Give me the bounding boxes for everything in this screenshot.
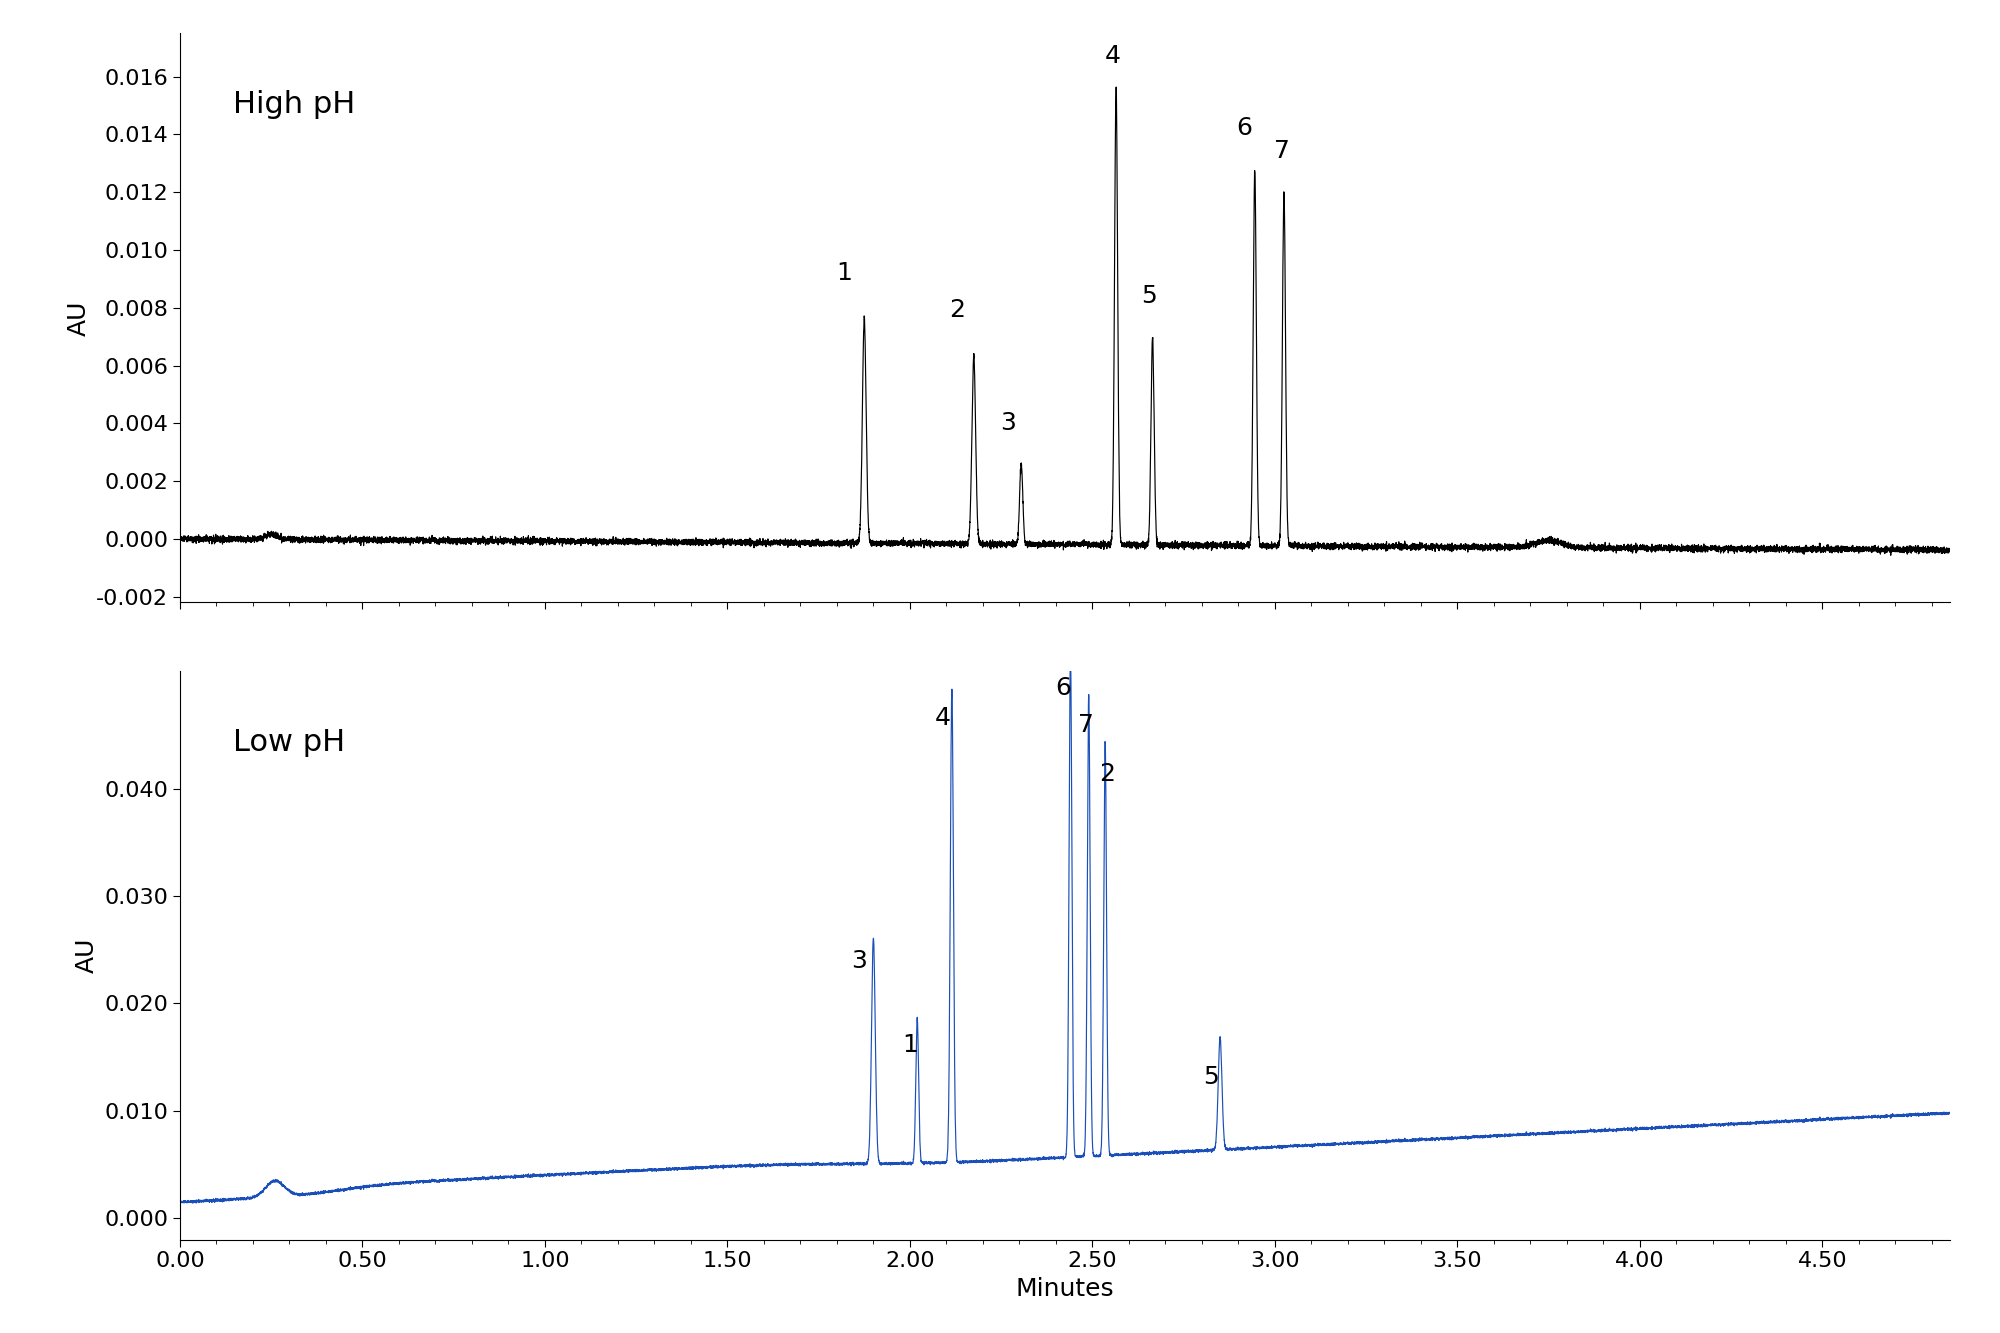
Text: High pH: High pH [234,91,356,119]
Y-axis label: AU: AU [74,937,98,973]
Text: 1: 1 [902,1033,918,1057]
Text: 6: 6 [1236,116,1252,140]
Text: 2: 2 [1098,761,1114,785]
X-axis label: Minutes: Minutes [1016,1277,1114,1301]
Text: 6: 6 [1056,676,1072,700]
Text: Low pH: Low pH [234,728,346,757]
Text: 5: 5 [1142,284,1156,308]
Text: 4: 4 [934,705,950,729]
Text: 7: 7 [1274,140,1290,164]
Text: 5: 5 [1204,1065,1218,1089]
Text: 3: 3 [850,949,866,973]
Text: 2: 2 [950,299,966,323]
Text: 1: 1 [836,261,852,285]
Text: 3: 3 [1000,411,1016,435]
Text: 4: 4 [1104,44,1120,68]
Text: 7: 7 [1078,713,1094,737]
Y-axis label: AU: AU [66,300,90,336]
